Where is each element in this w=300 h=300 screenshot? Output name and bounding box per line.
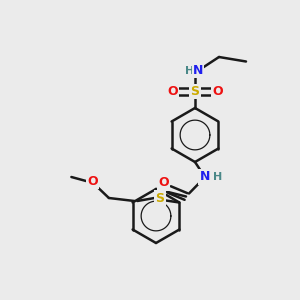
Text: S: S [155, 191, 164, 205]
Text: H: H [213, 172, 222, 182]
Text: S: S [190, 85, 200, 98]
Text: N: N [200, 170, 210, 184]
Text: H: H [185, 65, 194, 76]
Text: O: O [212, 85, 223, 98]
Text: O: O [158, 176, 169, 190]
Text: N: N [193, 64, 203, 77]
Text: O: O [167, 85, 178, 98]
Text: O: O [87, 175, 98, 188]
